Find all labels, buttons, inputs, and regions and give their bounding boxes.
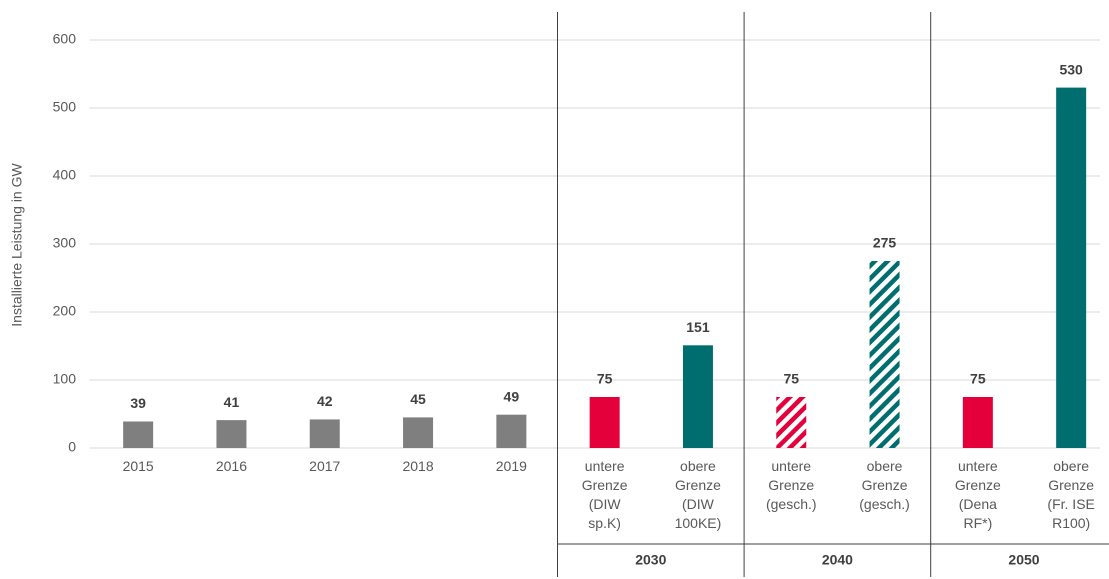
x-tick-label: 2019 xyxy=(496,458,527,474)
x-tick-label-line: Grenze xyxy=(582,477,628,493)
value-label: 75 xyxy=(783,371,799,387)
x-tick-label-line: (gesch.) xyxy=(859,496,910,512)
x-tick-label-line: Grenze xyxy=(768,477,814,493)
bar xyxy=(869,261,900,448)
y-tick-label: 500 xyxy=(53,99,77,115)
bar xyxy=(682,345,713,448)
y-tick-label: 100 xyxy=(53,371,77,387)
x-tick-label-line: R100) xyxy=(1052,515,1090,531)
x-tick-label-line: (DIW xyxy=(682,496,715,512)
bar xyxy=(962,397,993,448)
x-tick-label-line: RF*) xyxy=(963,515,992,531)
y-tick-label: 300 xyxy=(53,235,77,251)
x-tick-label-line: obere xyxy=(680,458,716,474)
y-axis-label: Installierte Leistung in GW xyxy=(9,163,25,327)
x-tick-label-line: sp.K) xyxy=(588,515,621,531)
x-tick-label-line: obere xyxy=(1053,458,1089,474)
value-label: 45 xyxy=(410,391,426,407)
value-label: 42 xyxy=(317,393,333,409)
y-tick-label: 600 xyxy=(53,31,77,47)
x-tick-label-line: Grenze xyxy=(862,477,908,493)
x-tick-label-line: Grenze xyxy=(675,477,721,493)
x-tick-label-line: untere xyxy=(771,458,811,474)
x-tick-label-line: obere xyxy=(867,458,903,474)
bar xyxy=(309,419,340,448)
x-tick-label-line: 100KE) xyxy=(675,515,722,531)
x-tick-label-line: 2019 xyxy=(496,458,527,474)
value-label: 41 xyxy=(224,394,240,410)
x-tick-label-line: (Dena xyxy=(959,496,997,512)
value-label: 75 xyxy=(970,371,986,387)
x-tick-label: 2016 xyxy=(216,458,247,474)
y-tick-label: 0 xyxy=(68,439,76,455)
x-tick-label-line: (gesch.) xyxy=(766,496,817,512)
y-tick-label: 400 xyxy=(53,167,77,183)
x-tick-label-line: 2017 xyxy=(309,458,340,474)
x-tick-label-line: (Fr. ISE xyxy=(1047,496,1094,512)
x-tick-label: obere Grenze (Fr. ISE R100) xyxy=(1047,458,1094,531)
bar xyxy=(496,414,527,448)
x-tick-label-line: 2015 xyxy=(123,458,154,474)
value-label: 75 xyxy=(597,371,613,387)
value-label: 49 xyxy=(504,388,520,404)
x-tick-label-line: (DIW xyxy=(589,496,622,512)
value-label: 275 xyxy=(873,235,897,251)
x-tick-label: obere Grenze (DIW 100KE) xyxy=(675,458,722,531)
x-tick-label: obere Grenze (gesch.) xyxy=(859,458,910,512)
value-label: 39 xyxy=(130,395,146,411)
x-tick-label: untere Grenze (DIW sp.K) xyxy=(582,458,628,531)
x-tick-label: untere Grenze (gesch.) xyxy=(766,458,817,512)
bar xyxy=(1056,87,1087,448)
bar xyxy=(776,397,807,448)
x-tick-label-line: 2016 xyxy=(216,458,247,474)
bar xyxy=(589,397,620,448)
bar xyxy=(216,420,247,448)
group-label: 2030 xyxy=(635,552,666,568)
y-tick-label: 200 xyxy=(53,303,77,319)
x-tick-label-line: Grenze xyxy=(955,477,1001,493)
x-tick-label: 2015 xyxy=(123,458,154,474)
bar xyxy=(123,421,154,448)
x-tick-label: 2017 xyxy=(309,458,340,474)
x-tick-label-line: Grenze xyxy=(1048,477,1094,493)
x-tick-label: 2018 xyxy=(402,458,433,474)
x-tick-label: untere Grenze (Dena RF*) xyxy=(955,458,1001,531)
value-label: 151 xyxy=(686,319,710,335)
value-label: 530 xyxy=(1059,61,1083,77)
group-label: 2050 xyxy=(1008,552,1039,568)
x-tick-label-line: 2018 xyxy=(402,458,433,474)
x-tick-label-line: untere xyxy=(958,458,998,474)
x-tick-label-line: untere xyxy=(585,458,625,474)
bar xyxy=(403,417,434,448)
group-label: 2040 xyxy=(822,552,853,568)
